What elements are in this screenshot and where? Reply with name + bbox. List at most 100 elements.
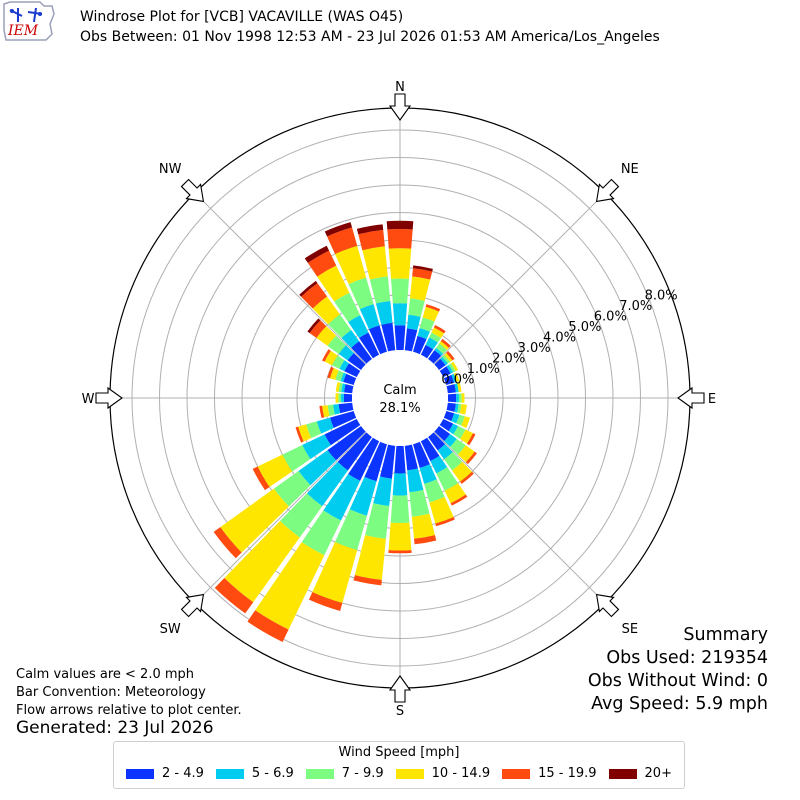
legend-swatch-1 <box>125 768 154 779</box>
direction-label: S <box>396 704 404 719</box>
bar-segment <box>379 444 396 479</box>
bar-segment <box>412 268 433 280</box>
bar-segment <box>409 276 431 301</box>
bar-segment <box>448 363 456 373</box>
bar-segment <box>436 343 447 354</box>
bar-segment <box>461 416 471 428</box>
legend-item-4: 10 - 14.9 <box>395 766 490 781</box>
labels-layer: N NE E SE S SW W NW 0.0%1.0%2.0%3.0%4.0%5.0%6.0%… <box>82 80 717 719</box>
bar-segment <box>450 494 468 506</box>
bar-segment <box>356 224 384 235</box>
bar-segment <box>324 222 353 237</box>
bar-segment <box>443 374 455 386</box>
logo-text: IEM <box>7 23 39 39</box>
bar-segment <box>444 434 457 447</box>
direction-label: SE <box>622 622 638 637</box>
summary-title: Summary <box>683 625 768 645</box>
bar-segment <box>439 366 451 378</box>
radial-tick-label: 6.0% <box>594 309 627 324</box>
bar-segment <box>224 520 300 603</box>
bar-segment <box>335 382 341 392</box>
bar-segment <box>328 314 352 339</box>
bar-segment <box>307 250 337 277</box>
bar-segment <box>411 513 435 539</box>
bar-segment <box>454 403 459 413</box>
legend-label-1: 2 - 4.9 <box>161 766 204 781</box>
notes: Calm values are < 2.0 mph Bar Convention… <box>16 666 242 720</box>
bar-segment <box>404 444 418 471</box>
bar-segment <box>435 516 455 527</box>
bar-segment <box>257 454 293 488</box>
bar-segment <box>341 383 346 393</box>
bar-segment <box>302 434 331 460</box>
bar-segment <box>428 432 446 451</box>
bar-segment <box>353 575 382 586</box>
bar-segment <box>412 265 433 272</box>
bar-segment <box>461 393 465 403</box>
bar-segment <box>446 364 454 374</box>
radial-tick-label: 1.0% <box>467 362 500 377</box>
bar-segment <box>369 276 391 304</box>
legend-swatch-4 <box>395 768 424 779</box>
bar-segment <box>451 413 460 424</box>
legend-label-2: 5 - 6.9 <box>251 766 294 781</box>
bar-segment <box>308 592 343 611</box>
bar-segment <box>327 227 358 254</box>
direction-label: SW <box>160 622 181 637</box>
legend: Wind Speed [mph] 2 - 4.9 5 - 6.9 7 - 9.9… <box>113 741 685 789</box>
bar-segment <box>444 452 463 471</box>
bar-segment <box>424 479 445 503</box>
bar-segment <box>466 433 476 446</box>
bar-segment <box>324 350 338 366</box>
bar-segment <box>343 373 357 386</box>
bar-segment <box>414 535 437 545</box>
bar-segment <box>213 527 242 559</box>
bar-segment <box>295 426 304 443</box>
plot-title: Windrose Plot for [VCB] VACAVILLE (WAS O… <box>80 9 404 25</box>
bar-segment <box>344 363 361 378</box>
bar-segment <box>465 451 477 465</box>
bar-segment <box>408 298 425 317</box>
bar-segment <box>425 304 441 312</box>
bar-segment <box>327 404 335 416</box>
bar-segment <box>406 314 421 331</box>
legend-label-6: 20+ <box>644 766 672 781</box>
bar-segment <box>322 405 330 418</box>
plot-subtitle: Obs Between: 01 Nov 1998 12:53 AM - 23 J… <box>80 29 660 45</box>
bar-segment <box>394 445 406 474</box>
bar-segment <box>312 542 358 604</box>
bar-segment <box>404 328 418 352</box>
radial-tick-label: 7.0% <box>619 299 652 314</box>
radial-tick-label: 3.0% <box>518 341 551 356</box>
bar-segment <box>364 441 388 482</box>
bar-segment <box>375 300 393 325</box>
bar-segment <box>453 425 466 439</box>
flow-arrow-icon <box>388 675 412 703</box>
bar-segment <box>412 441 430 469</box>
bar-segment <box>348 437 380 481</box>
bar-segment <box>341 393 344 403</box>
bar-segment <box>348 277 374 310</box>
direction-label: W <box>82 392 95 407</box>
bar-segment <box>327 335 346 354</box>
bar-segment <box>316 417 334 434</box>
bar-segment <box>457 382 462 393</box>
bar-segment <box>339 360 349 372</box>
bar-segment <box>457 445 475 463</box>
bar-segment <box>214 577 254 614</box>
bar-segment <box>419 464 437 484</box>
bar-segment <box>440 338 451 348</box>
bar-segment <box>344 384 354 394</box>
bar-segment <box>317 265 350 302</box>
bar-segment <box>322 349 331 362</box>
bar-segment <box>335 370 344 382</box>
bar-segment <box>298 424 312 442</box>
bar-segment <box>417 327 430 340</box>
bar-segment <box>436 467 459 491</box>
direction-label: NW <box>159 162 182 177</box>
bar-segment <box>334 292 361 322</box>
bar-segment <box>337 432 372 471</box>
bar-segment <box>409 489 430 517</box>
bar-segment <box>338 393 342 403</box>
bar-segment <box>451 361 459 372</box>
